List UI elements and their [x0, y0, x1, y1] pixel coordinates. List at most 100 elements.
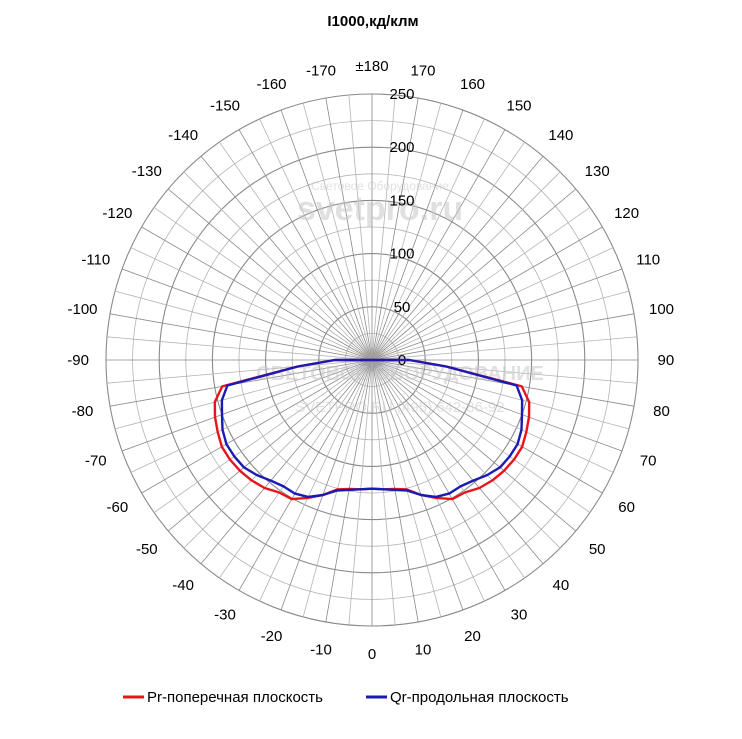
legend-label-qr: Qr-продольная плоскость: [390, 689, 569, 706]
grid-spoke: [200, 359, 373, 565]
angle-label: -10: [310, 642, 332, 659]
angle-label: 70: [640, 453, 657, 470]
grid-spoke: [153, 359, 373, 513]
grid-spoke: [183, 171, 373, 361]
grid-spoke: [141, 359, 373, 494]
grid-spoke: [167, 188, 373, 361]
angle-label: 100: [649, 301, 674, 318]
grid-spoke: [130, 247, 373, 361]
grid-spoke: [371, 313, 635, 361]
grid-spoke: [371, 359, 464, 611]
grid-spoke: [238, 359, 373, 591]
watermark-line3: СВЕТОВОЕ ОБОРУДОВАНИЕ: [256, 363, 544, 385]
angle-label: 40: [553, 577, 570, 594]
grid-spoke: [219, 141, 373, 361]
angle-label: -140: [168, 127, 198, 144]
series-group: [213, 358, 531, 501]
radial-label: 50: [394, 299, 411, 316]
grid-spoke: [371, 102, 442, 361]
angle-label: -60: [107, 499, 129, 516]
grid-spoke: [114, 290, 373, 361]
angle-label: 60: [618, 499, 635, 516]
grid-spoke: [371, 359, 561, 549]
angle-label: 170: [410, 63, 435, 80]
grid-spoke: [106, 336, 373, 361]
grid-spoke: [348, 359, 373, 626]
grid-spoke: [371, 359, 630, 430]
grid-spoke: [371, 359, 577, 532]
angle-label: -100: [67, 301, 97, 318]
angle-label: -80: [72, 403, 94, 420]
grid-spoke: [371, 359, 485, 602]
angle-label: -20: [261, 628, 283, 645]
angle-label: 140: [548, 127, 573, 144]
grid-spoke: [371, 359, 614, 473]
grid-spoke: [371, 359, 638, 384]
angle-label: -40: [172, 577, 194, 594]
radial-label: 150: [389, 192, 414, 209]
watermark: Световое Оборудование svetpro.ru СВЕТОВО…: [256, 179, 544, 416]
grid-spoke: [371, 359, 396, 626]
chart-title: I1000,кд/клм: [327, 13, 418, 30]
legend-label-pr: Pr-поперечная плоскость: [147, 689, 323, 706]
grid-spoke: [371, 129, 506, 361]
grid-spoke: [371, 188, 577, 361]
grid-spoke: [371, 171, 561, 361]
angle-label: -120: [102, 205, 132, 222]
grid-spoke: [348, 94, 373, 361]
polar-grid: [105, 93, 639, 627]
grid-spoke: [371, 141, 525, 361]
grid-spoke: [121, 359, 373, 452]
angle-label: 50: [589, 541, 606, 558]
watermark-line1: Световое Оборудование: [311, 179, 449, 193]
grid-spoke: [302, 102, 373, 361]
angle-label: -50: [136, 541, 158, 558]
grid-spoke: [371, 207, 591, 361]
angle-label: -150: [210, 97, 240, 114]
watermark-line4: SVETPRO.RU (495) 642-86-92: [295, 399, 504, 416]
radial-label: 100: [389, 246, 414, 263]
grid-spoke: [200, 155, 373, 361]
radial-label: 250: [389, 86, 414, 103]
angle-label: 80: [653, 403, 670, 420]
grid-spoke: [371, 359, 525, 579]
angle-label: 20: [464, 628, 481, 645]
angle-label: 10: [415, 642, 432, 659]
grid-spoke: [371, 359, 544, 565]
angle-labels: ±180-170-160-150-140-130-120-110-100-90-…: [67, 58, 674, 663]
grid-spoke: [130, 359, 373, 473]
series-line-qr: [220, 358, 524, 499]
grid-spoke: [219, 359, 373, 579]
grid-spoke: [371, 226, 603, 361]
angle-label: -160: [256, 76, 286, 93]
grid-spoke: [109, 313, 373, 361]
angle-label: 110: [636, 252, 660, 269]
angle-label: -70: [85, 453, 107, 470]
angle-label: 160: [460, 76, 485, 93]
grid-spoke: [371, 359, 635, 407]
grid-spoke: [371, 359, 506, 591]
angle-label: 150: [506, 97, 531, 114]
angle-label: 30: [511, 607, 528, 624]
angle-label: 120: [614, 205, 639, 222]
grid-spoke: [371, 290, 630, 361]
watermark-line2: svetpro.ru: [297, 190, 463, 228]
grid-spoke: [259, 118, 373, 361]
grid-spoke: [371, 336, 638, 361]
angle-label: -130: [132, 163, 162, 180]
grid-spoke: [371, 359, 603, 494]
grid-spoke: [121, 268, 373, 361]
angle-label: ±180: [355, 58, 388, 75]
radial-label: 200: [389, 139, 414, 156]
grid-spoke: [371, 94, 396, 361]
grid-spoke: [167, 359, 373, 532]
angle-label: 0: [368, 646, 376, 663]
grid-spoke: [371, 268, 623, 361]
angle-label: -90: [67, 352, 89, 369]
angle-label: 90: [658, 352, 675, 369]
grid-spoke: [153, 207, 373, 361]
grid-spoke: [106, 359, 373, 384]
grid-spoke: [371, 109, 464, 361]
grid-spoke: [371, 359, 623, 452]
